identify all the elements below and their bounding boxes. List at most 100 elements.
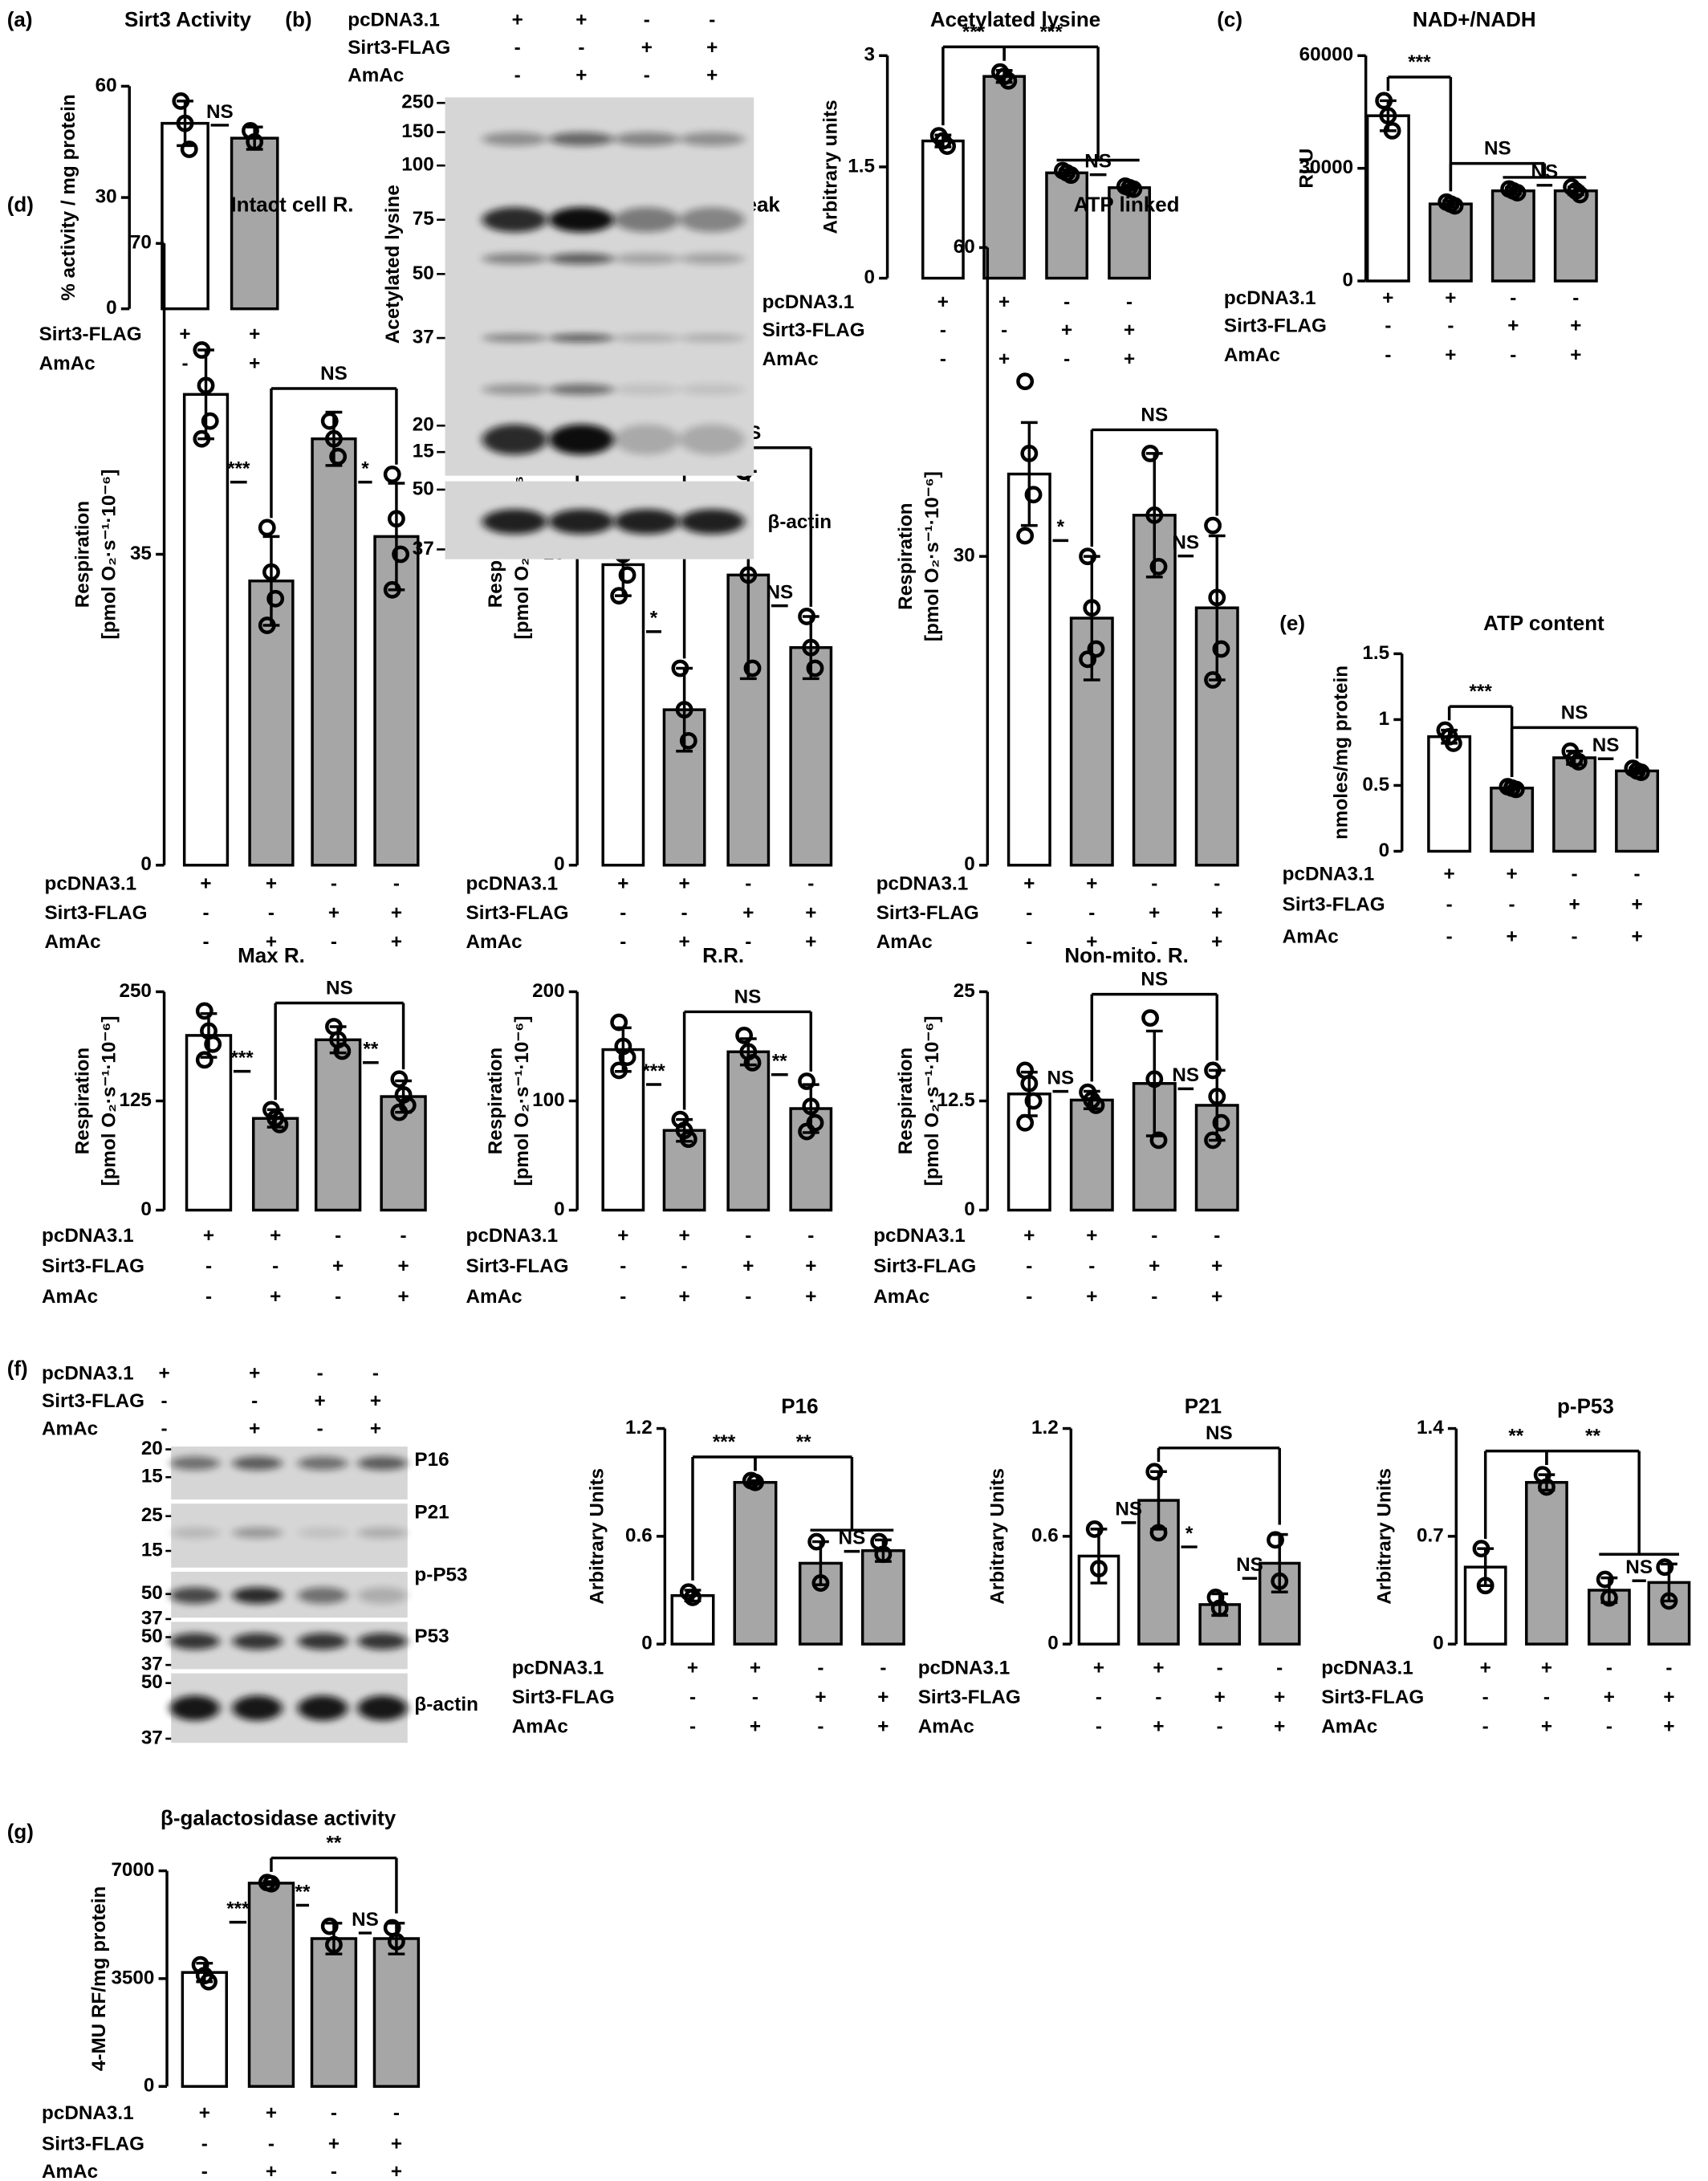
y-tick-label: 1.4 — [1417, 1417, 1444, 1438]
y-tick-label: 0 — [1379, 840, 1390, 861]
condition-sign: - — [745, 1286, 751, 1308]
data-point — [1210, 1599, 1229, 1617]
condition-sign: + — [679, 873, 690, 894]
condition-sign: + — [370, 1390, 381, 1412]
condition-sign: + — [1211, 1255, 1222, 1277]
chart-title: Non-mito. R. — [1064, 943, 1188, 967]
y-tick-label: 7000 — [111, 1859, 154, 1881]
condition-sign: + — [370, 1418, 381, 1440]
data-point — [1087, 1097, 1105, 1114]
marker-label: 37 — [141, 1727, 163, 1748]
condition-sign: - — [745, 931, 751, 953]
data-point — [320, 1917, 339, 1935]
condition-sign: - — [817, 1716, 824, 1738]
chart-title: Intact cell R. — [230, 192, 353, 216]
condition-label: AmAc — [918, 1716, 974, 1738]
chart-title: ATP linked — [1074, 192, 1180, 216]
y-tick-label: 0 — [1433, 1633, 1443, 1654]
marker-label: 50 — [413, 478, 434, 499]
condition-sign: + — [1124, 348, 1135, 370]
blot-band — [298, 1456, 348, 1471]
marker-label: 50 — [141, 1582, 163, 1604]
panel-label: (d) — [7, 192, 34, 216]
condition-label: AmAc — [39, 352, 96, 374]
data-point — [333, 1042, 352, 1060]
condition-label: AmAc — [466, 931, 523, 953]
y-tick-label: 3 — [864, 44, 875, 66]
data-point — [1141, 1009, 1159, 1027]
significance-label: *** — [1039, 21, 1063, 43]
condition-sign: + — [575, 65, 587, 87]
condition-label: AmAc — [762, 348, 819, 370]
data-point — [1085, 1520, 1104, 1538]
condition-label: pcDNA3.1 — [876, 873, 969, 894]
data-point — [1083, 599, 1101, 617]
data-point — [1596, 1570, 1614, 1589]
condition-sign: - — [1665, 1658, 1672, 1679]
condition-label: pcDNA3.1 — [918, 1658, 1011, 1679]
condition-sign: + — [249, 1418, 260, 1440]
band-label: P21 — [414, 1502, 449, 1524]
condition-sign: + — [266, 2161, 277, 2181]
data-point — [1079, 547, 1097, 566]
significance-label: *** — [227, 458, 250, 479]
condition-sign: + — [179, 323, 190, 345]
data-point — [1375, 92, 1393, 110]
condition-sign: - — [1634, 863, 1641, 885]
chart-title: NAD+/NADH — [1413, 7, 1536, 31]
chart-title: P16 — [781, 1394, 818, 1418]
condition-sign: - — [1572, 926, 1578, 947]
significance-label: ** — [295, 1881, 311, 1902]
significance-label: *** — [230, 1047, 254, 1068]
data-point — [387, 1932, 405, 1951]
significance-label: *** — [713, 1431, 736, 1453]
condition-label: AmAc — [1283, 926, 1339, 947]
data-point — [1476, 1577, 1494, 1595]
blot-band — [232, 1587, 283, 1604]
significance-label: NS — [1236, 1554, 1263, 1576]
condition-label: Sirt3-FLAG — [42, 2133, 144, 2155]
y-axis-label: Arbitrary Units — [1373, 1468, 1395, 1605]
y-tick-label: 1.5 — [848, 155, 875, 177]
condition-sign: + — [1093, 1658, 1104, 1679]
condition-sign: + — [1274, 1716, 1285, 1738]
condition-sign: + — [1153, 1716, 1164, 1738]
data-point — [1379, 107, 1397, 125]
condition-label: pcDNA3.1 — [466, 1225, 559, 1247]
blot-band — [169, 1695, 220, 1721]
y-axis-label: Respiration — [71, 1048, 93, 1154]
condition-sign: - — [620, 1255, 626, 1277]
marker-label: 15 — [141, 1539, 163, 1560]
data-point — [798, 1072, 816, 1090]
condition-label: Sirt3-FLAG — [348, 37, 450, 59]
condition-sign: - — [1151, 1225, 1157, 1247]
condition-sign: - — [1096, 1716, 1102, 1738]
data-point — [1632, 763, 1650, 781]
condition-label: AmAc — [876, 931, 933, 953]
blot-band — [357, 1527, 408, 1539]
condition-sign: + — [1211, 902, 1222, 924]
condition-sign: - — [268, 902, 274, 924]
condition-label: Sirt3-FLAG — [39, 323, 142, 345]
condition-sign: + — [1541, 1716, 1552, 1738]
bar — [1525, 1480, 1568, 1646]
condition-sign: - — [644, 9, 650, 31]
condition-sign: - — [1063, 291, 1070, 313]
condition-sign: - — [681, 1255, 688, 1277]
condition-sign: + — [1274, 1687, 1285, 1708]
condition-sign: + — [1153, 1658, 1164, 1679]
y-axis-label: Respiration — [895, 1048, 917, 1154]
bar — [726, 1050, 771, 1212]
panel-label: (g) — [7, 1820, 34, 1844]
significance-label: NS — [1115, 1499, 1142, 1520]
marker-label: 150 — [401, 120, 433, 142]
condition-sign: + — [249, 323, 260, 345]
y-tick-label: 200 — [532, 980, 564, 1002]
data-point — [200, 1972, 218, 1991]
blot-band — [614, 384, 680, 396]
condition-sign: + — [1086, 873, 1097, 894]
condition-sign: - — [251, 1390, 258, 1412]
bar — [230, 136, 279, 311]
condition-sign: - — [880, 1658, 886, 1679]
significance-label: NS — [1561, 702, 1588, 723]
